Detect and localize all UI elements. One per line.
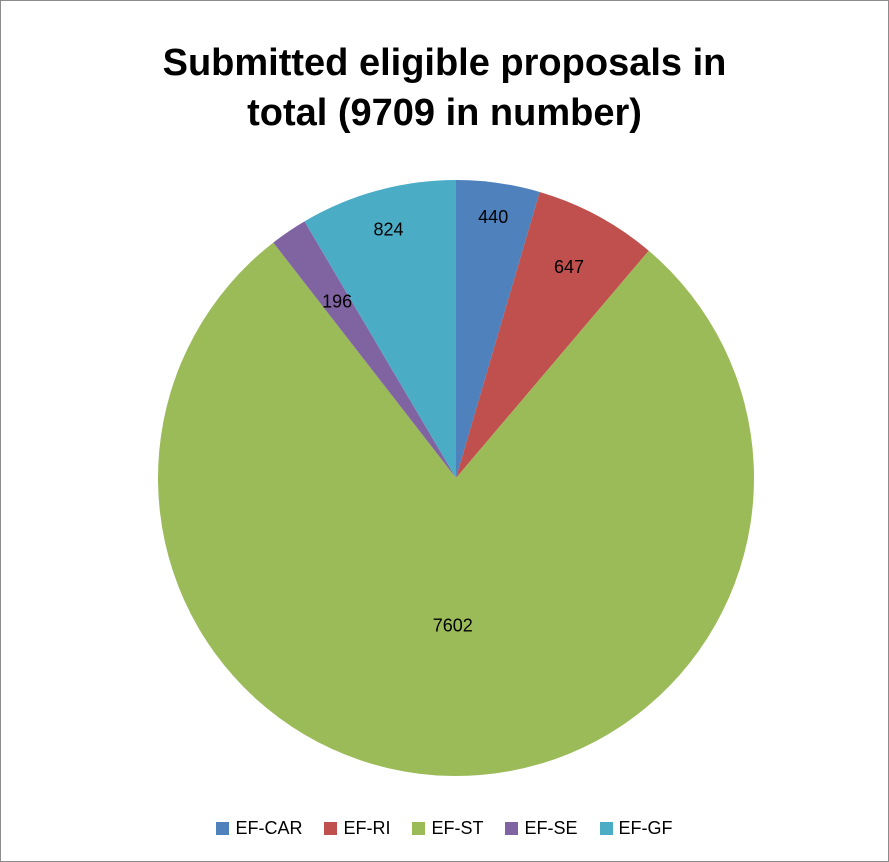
- legend-label-ef-gf: EF-GF: [618, 818, 673, 838]
- pie-slice-ef-car: [456, 180, 540, 478]
- data-label-ef-se: 196: [322, 292, 352, 312]
- legend-swatch-ef-st: [412, 822, 426, 835]
- legend-label-ef-se: EF-SE: [524, 818, 578, 838]
- pie-slice-ef-gf: [304, 180, 456, 478]
- data-label-ef-car: 440: [478, 207, 508, 227]
- data-label-ef-gf: 824: [373, 220, 403, 240]
- legend-item-ef-gf: EF-GF: [599, 818, 673, 839]
- data-label-ef-st: 7602: [433, 616, 473, 636]
- legend-swatch-ef-ri: [324, 822, 338, 835]
- chart-legend: EF-CAR EF-RI EF-ST EF-SE EF-GF: [0, 818, 889, 839]
- chart-title: Submitted eligible proposals in total (9…: [0, 38, 889, 138]
- chart-title-line-1: Submitted eligible proposals in: [162, 42, 727, 84]
- legend-label-ef-st: EF-ST: [431, 818, 484, 838]
- pie-slices: [158, 180, 755, 776]
- legend-item-ef-car: EF-CAR: [216, 818, 302, 839]
- legend-label-ef-ri: EF-RI: [343, 818, 391, 838]
- legend-item-ef-st: EF-ST: [412, 818, 483, 839]
- legend-swatch-ef-gf: [599, 822, 613, 835]
- pie-slice-ef-st: [158, 242, 755, 776]
- pie-slice-ef-se: [273, 221, 456, 479]
- legend-item-ef-se: EF-SE: [505, 818, 578, 839]
- chart-title-line-2: total (9709 in number): [247, 92, 642, 134]
- pie-slice-ef-ri: [456, 191, 649, 478]
- legend-item-ef-ri: EF-RI: [324, 818, 390, 839]
- legend-swatch-ef-car: [216, 822, 230, 835]
- legend-swatch-ef-se: [505, 822, 519, 835]
- data-label-ef-ri: 647: [554, 257, 584, 277]
- pie-data-labels: 440 647 7602 196 824: [322, 207, 584, 636]
- legend-label-ef-car: EF-CAR: [235, 818, 303, 838]
